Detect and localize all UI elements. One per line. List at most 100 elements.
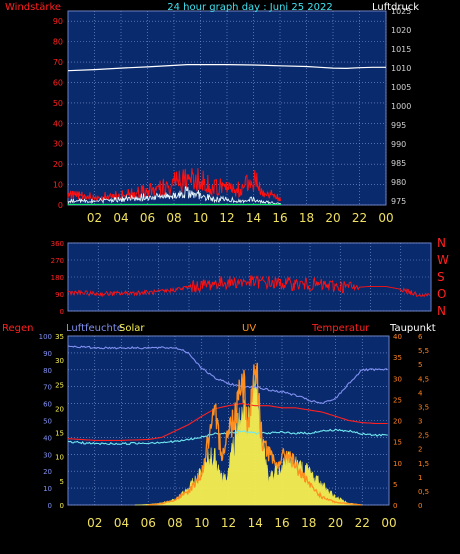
time-tick-label: 02	[87, 211, 102, 225]
climate-time-tick-label: 08	[167, 516, 182, 530]
uv-tick-label: 5,5	[418, 347, 429, 355]
humidity-label: Luftfeuchte	[66, 323, 123, 334]
wind-speed-tick-label: 20	[53, 160, 63, 169]
time-tick-label: 12	[219, 211, 234, 225]
wind-speed-tick-label: 80	[53, 38, 63, 47]
climate-time-tick-label: 00	[381, 516, 396, 530]
compass-label: N	[437, 236, 446, 250]
temperature-tick-label: 30	[393, 375, 402, 383]
wind-direction-line	[67, 275, 431, 298]
humidity-tick-label: 40	[43, 434, 52, 442]
pressure-tick-label: 975	[391, 197, 406, 206]
humidity-tick-label: 100	[39, 333, 52, 341]
humidity-tick-label: 90	[43, 350, 52, 358]
temperature-tick-label: 25	[393, 396, 402, 404]
pressure-tick-label: 980	[391, 178, 406, 187]
chart-title: 24 hour graph day : Juni 25 2022	[167, 2, 333, 13]
solar-tick-label: 5	[60, 478, 64, 486]
pressure-tick-label: 985	[391, 159, 406, 168]
wind-speed-tick-label: 60	[53, 78, 63, 87]
uv-tick-label: 0,5	[418, 488, 429, 496]
compass-label: S	[437, 270, 445, 284]
wind-pressure-plot-area	[67, 10, 387, 206]
wind-speed-tick-label: 50	[53, 99, 63, 108]
humidity-tick-label: 0	[48, 502, 52, 510]
time-tick-label: 16	[272, 211, 287, 225]
climate-time-tick-label: 20	[328, 516, 343, 530]
dewpoint-label: Taupunkt	[389, 323, 436, 334]
pressure-tick-label: 1005	[391, 83, 411, 92]
solar-area	[134, 374, 363, 506]
wind-speed-tick-label: 90	[53, 17, 63, 26]
direction-tick-label: 270	[51, 257, 64, 265]
humidity-tick-label: 50	[43, 418, 52, 426]
uv-tick-label: 4	[418, 389, 423, 397]
climate-time-tick-label: 02	[87, 516, 102, 530]
wind-speed-tick-label: 70	[53, 58, 63, 67]
time-tick-label: 14	[246, 211, 261, 225]
time-tick-label: 08	[166, 211, 181, 225]
wind-speed-tick-label: 0	[58, 201, 63, 210]
solar-tick-label: 0	[60, 502, 64, 510]
humidity-tick-label: 70	[43, 384, 52, 392]
climate-time-tick-label: 04	[114, 516, 129, 530]
humidity-tick-label: 30	[43, 451, 52, 459]
direction-tick-label: 0	[60, 308, 64, 316]
time-tick-label: 04	[113, 211, 128, 225]
uv-tick-label: 5	[418, 361, 422, 369]
pressure-tick-label: 1015	[391, 45, 411, 54]
pressure-line	[67, 63, 386, 72]
wind-speed-axis-label: Windstärke	[5, 2, 61, 13]
climate-time-tick-label: 18	[301, 516, 316, 530]
direction-tick-label: 180	[51, 274, 64, 282]
solar-tick-label: 20	[55, 405, 64, 413]
climate-time-tick-label: 12	[221, 516, 236, 530]
humidity-line	[67, 345, 389, 404]
pressure-tick-label: 1010	[391, 64, 411, 73]
pressure-axis-label: Luftdruck	[372, 2, 419, 13]
time-tick-label: 20	[325, 211, 340, 225]
temperature-label: Temperatur	[311, 323, 370, 334]
uv-tick-label: 2,5	[418, 432, 429, 440]
uv-tick-label: 6	[418, 333, 423, 341]
climate-time-tick-label: 16	[274, 516, 289, 530]
temperature-tick-label: 0	[393, 502, 397, 510]
solar-tick-label: 15	[55, 430, 64, 438]
time-tick-label: 06	[140, 211, 155, 225]
time-tick-label: 22	[352, 211, 367, 225]
pressure-tick-label: 1025	[391, 7, 411, 16]
uv-tick-label: 3	[418, 418, 422, 426]
compass-label: N	[437, 304, 446, 318]
direction-tick-label: 360	[51, 240, 64, 248]
uv-label: UV	[242, 323, 256, 334]
solar-tick-label: 10	[55, 454, 64, 462]
solar-label: Solar	[119, 323, 145, 334]
humidity-tick-label: 20	[43, 468, 52, 476]
temperature-tick-label: 20	[393, 418, 402, 426]
pressure-tick-label: 1000	[391, 102, 411, 111]
temperature-tick-label: 5	[393, 481, 397, 489]
temperature-tick-label: 10	[393, 460, 402, 468]
climate-time-tick-label: 14	[248, 516, 263, 530]
temperature-tick-label: 15	[393, 439, 402, 447]
temperature-line	[67, 403, 388, 441]
uv-tick-label: 4,5	[418, 375, 429, 383]
compass-label: W	[437, 253, 449, 267]
climate-time-tick-label: 06	[141, 516, 156, 530]
uv-tick-label: 1,5	[418, 460, 429, 468]
pressure-tick-label: 990	[391, 140, 406, 149]
uv-tick-label: 1	[418, 474, 422, 482]
pressure-tick-label: 995	[391, 121, 406, 130]
humidity-tick-label: 60	[43, 401, 52, 409]
climate-time-tick-label: 10	[194, 516, 209, 530]
wind-speed-tick-label: 10	[53, 181, 63, 190]
humidity-tick-label: 80	[43, 367, 52, 375]
time-tick-label: 10	[193, 211, 208, 225]
uv-line	[148, 362, 362, 506]
wind-mean-line	[67, 186, 281, 205]
time-tick-label: 18	[299, 211, 314, 225]
solar-tick-label: 35	[55, 333, 64, 341]
compass-label: O	[437, 287, 446, 301]
rain-label: Regen	[2, 323, 34, 334]
time-tick-label: 00	[378, 211, 393, 225]
